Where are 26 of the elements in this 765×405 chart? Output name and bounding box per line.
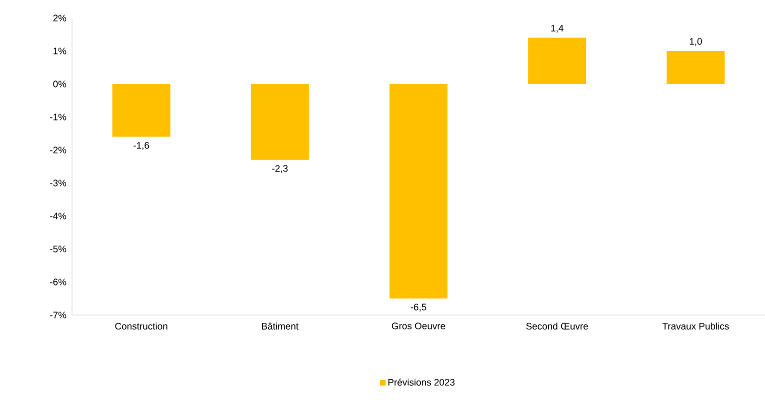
y-tick-label: 1%	[54, 48, 66, 54]
y-tick-label: 0%	[53, 80, 66, 88]
x-tick-label: Travaux Publics	[662, 322, 729, 330]
y-tick-label: -7%	[50, 312, 66, 318]
bar	[528, 38, 586, 84]
y-tick-label: -2%	[50, 146, 66, 154]
x-tick-label: Second Œuvre	[526, 322, 588, 330]
y-tick-label: -5%	[50, 246, 66, 252]
data-label: -2,3	[272, 165, 288, 173]
data-label: 1,4	[551, 24, 564, 33]
x-tick-label: Construction	[115, 322, 168, 330]
y-tick-label: -3%	[50, 180, 66, 186]
y-tick-label: -6%	[50, 278, 66, 286]
bar	[250, 84, 309, 160]
y-tick-label: 2%	[53, 14, 66, 22]
data-label: -6,5	[410, 304, 426, 312]
y-tick-label: -1%	[50, 114, 66, 120]
x-tick-label: Bâtiment	[262, 322, 299, 330]
bar	[390, 84, 448, 298]
legend-label: Prévisions 2023	[388, 378, 455, 386]
bar	[112, 84, 170, 137]
y-tick-label: -4%	[50, 212, 66, 220]
data-label: -1,6	[134, 142, 150, 150]
bar	[666, 51, 725, 84]
data-label: 1,0	[690, 38, 702, 46]
x-tick-label: Gros Oeuvre	[392, 322, 446, 330]
